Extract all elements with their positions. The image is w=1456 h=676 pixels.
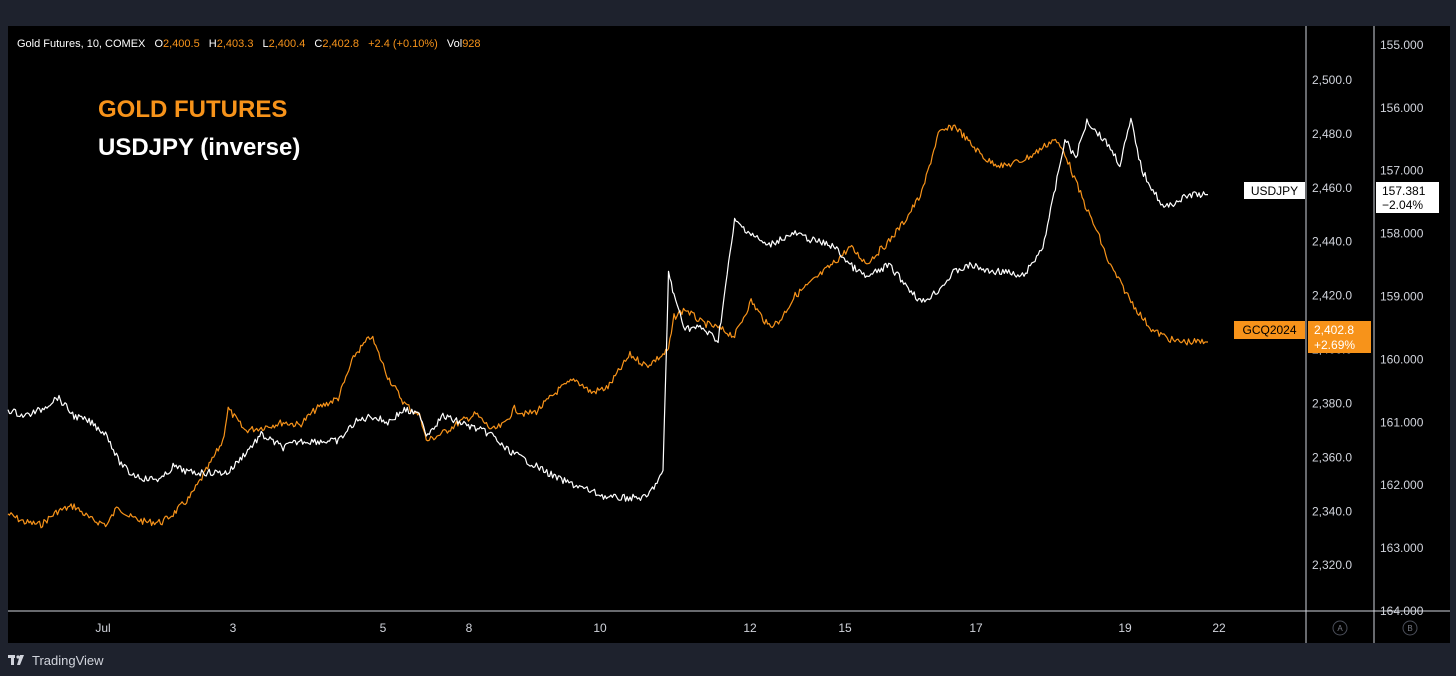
x-axis-tick-label: 12 [743,621,757,635]
left-axis-tick-label: 2,480.0 [1312,127,1352,141]
right-axis-tick-label: 161.000 [1380,415,1424,429]
x-axis-tick-label: 8 [466,621,473,635]
x-axis-tick-label: Jul [95,621,110,635]
right-axis-tick-label: 163.000 [1380,541,1424,555]
gold-price-label: 2,402.8 [1314,323,1354,337]
left-axis-tick-label: 2,420.0 [1312,289,1352,303]
auto-scale-button[interactable] [1332,620,1348,636]
usdjpy-name-badge [1244,182,1305,199]
left-axis-tick-label: 2,460.0 [1312,181,1352,195]
x-axis-tick-label: 15 [838,621,852,635]
right-axis-tick-label: 159.000 [1380,289,1424,303]
close-label: C [314,38,322,50]
gold-name-badge [1234,321,1305,339]
x-axis-tick-label: 5 [380,621,387,635]
right-axis-tick-label: 158.000 [1380,227,1424,241]
low-value: 2,400.4 [269,38,306,50]
gold-name-label: GCQ2024 [1242,323,1296,337]
change-value: +2.4 (+0.10%) [368,38,438,50]
volume-label: Vol [447,38,462,50]
right-axis-tick-label: 156.000 [1380,101,1424,115]
right-axis-tick-label: 160.000 [1380,352,1424,366]
left-axis-tick-label: 2,360.0 [1312,450,1352,464]
series-line-usdjpy [7,117,1208,502]
low-label: L [263,38,269,50]
tradingview-logo-icon [8,655,24,665]
usdjpy-price-label: 157.381 [1382,184,1426,198]
symbol-info: Gold Futures, 10, COMEX [17,38,146,50]
right-axis-tick-label: 164.000 [1380,604,1424,618]
open-label: O [154,38,163,50]
right-axis-ticks: 155.000 156.000 157.000 158.000 159.000 160.0… [1380,38,1424,618]
x-axis-tick-label: 22 [1212,621,1226,635]
left-axis-tick-label: 2,340.0 [1312,504,1352,518]
title-gold: GOLD FUTURES [98,96,287,123]
left-axis-tick-label: 2,440.0 [1312,235,1352,249]
series-layer [7,117,1208,529]
x-axis-tick-label: 10 [593,621,607,635]
x-axis-ticks: Jul 3 5 8 10 12 15 17 19 22 [95,621,1226,635]
right-axis-tick-label: 162.000 [1380,478,1424,492]
footer: TradingView [8,651,104,669]
gold-change-label: +2.69% [1314,338,1355,352]
right-scale-button[interactable] [1402,620,1418,636]
series-line-gcq2024 [7,124,1208,529]
high-value: 2,403.3 [217,38,254,50]
auto-scale-label: A [1337,624,1343,633]
high-label: H [209,38,217,50]
open-value: 2,400.5 [163,38,200,50]
right-axis-tick-label: 155.000 [1380,38,1424,52]
x-axis-tick-label: 17 [969,621,983,635]
footer-brand: TradingView [32,652,104,668]
usdjpy-name-label: USDJPY [1251,184,1298,198]
left-axis-tick-label: 2,320.0 [1312,558,1352,572]
gold-price-badge [1308,321,1371,353]
volume-value: 928 [462,38,480,50]
right-scale-label: B [1407,624,1412,633]
right-axis-tick-label: 157.000 [1380,164,1424,178]
left-axis-tick-label: 2,380.0 [1312,396,1352,410]
usdjpy-price-badge [1376,182,1439,213]
title-usdjpy: USDJPY (inverse) [98,134,300,161]
x-axis-tick-label: 3 [230,621,237,635]
svg-text:Gold Futures, 10, COMEX O2: Gold Futures, 10, COMEX O2,400.5 H2,403.… [17,38,481,50]
left-axis-tick-label: 2,500.0 [1312,73,1352,87]
close-value: 2,402.8 [322,38,359,50]
usdjpy-change-label: −2.04% [1382,198,1423,212]
x-axis-tick-label: 19 [1118,621,1132,635]
